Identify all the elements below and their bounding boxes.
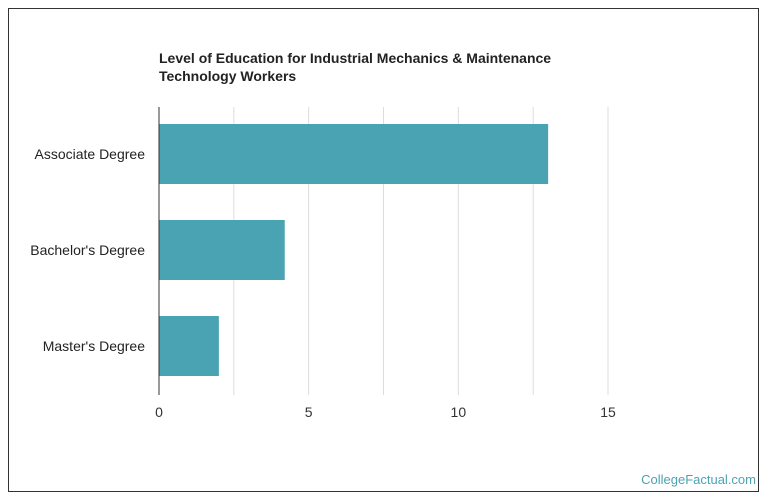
bar-master-s-degree[interactable] xyxy=(159,316,219,376)
x-tick-label: 5 xyxy=(305,404,313,420)
bar-associate-degree[interactable] xyxy=(159,124,549,184)
bar-bachelor-s-degree[interactable] xyxy=(159,220,285,280)
chart-title: Level of Education for Industrial Mechan… xyxy=(159,50,552,84)
x-tick-label: 15 xyxy=(600,404,616,420)
category-labels: Associate Degree Bachelor's Degree Master'… xyxy=(30,146,145,354)
x-tick-label: 10 xyxy=(451,404,467,420)
category-label: Master's Degree xyxy=(43,338,145,354)
category-label: Associate Degree xyxy=(34,146,145,162)
bars xyxy=(159,124,549,376)
x-tick-label: 0 xyxy=(155,404,163,420)
category-label: Bachelor's Degree xyxy=(30,242,145,258)
x-tick-labels: 0 5 10 15 xyxy=(155,404,616,420)
collegefactual-watermark[interactable]: CollegeFactual.com xyxy=(641,472,756,487)
